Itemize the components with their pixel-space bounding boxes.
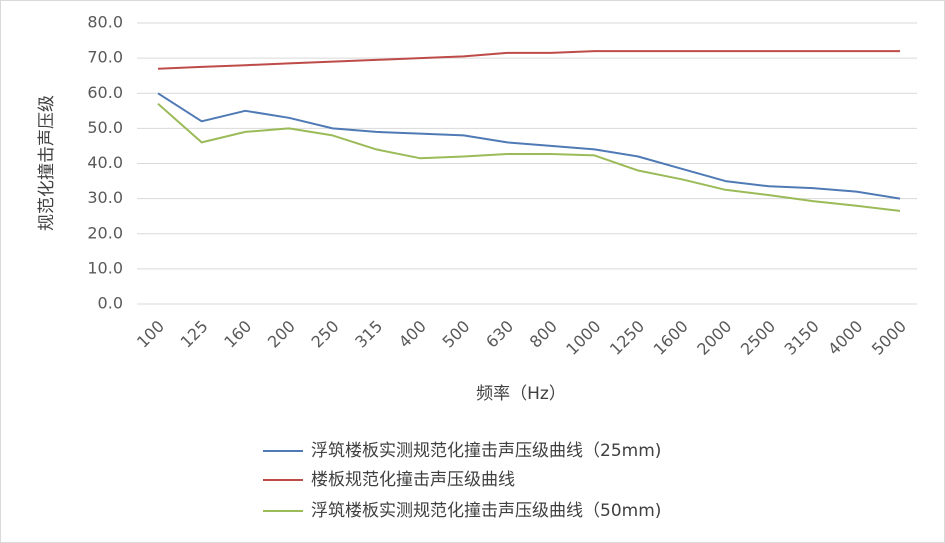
legend-label-2: 浮筑楼板实测规范化撞击声压级曲线（50mm) xyxy=(311,501,661,521)
x-tick-label: 2000 xyxy=(693,317,735,359)
y-tick-label: 10.0 xyxy=(87,258,123,277)
x-tick-label: 1250 xyxy=(606,317,648,359)
series-line-1 xyxy=(157,50,900,70)
x-tick-label: 5000 xyxy=(868,317,910,359)
y-tick-label: 20.0 xyxy=(87,223,123,242)
x-tick-label: 1600 xyxy=(650,317,692,359)
x-tick-label: 2500 xyxy=(737,317,779,359)
legend-label-1: 楼板规范化撞击声压级曲线 xyxy=(311,470,515,490)
legend: 浮筑楼板实测规范化撞击声压级曲线（25mm) 楼板规范化撞击声压级曲线浮筑楼板实测… xyxy=(263,441,661,521)
x-tick-label: 4000 xyxy=(824,317,866,359)
y-axis-ticks: 0.0 10.0 20.0 30.0 40.0 50.0 60.0 70.0 80.0 xyxy=(87,13,123,313)
x-tick-label: 315 xyxy=(351,317,386,352)
y-tick-label: 50.0 xyxy=(87,118,123,137)
x-tick-label: 500 xyxy=(439,317,474,352)
x-tick-label: 1000 xyxy=(562,317,604,359)
x-tick-label: 400 xyxy=(395,317,430,352)
y-tick-label: 30.0 xyxy=(87,188,123,207)
x-tick-label: 800 xyxy=(526,317,561,352)
x-tick-label: 3150 xyxy=(781,317,823,359)
x-tick-label: 630 xyxy=(482,317,517,352)
x-axis-ticks: 100 125 160 200 250 315 400 500 630 800 1000 1250 16… xyxy=(133,317,910,359)
series-line-2 xyxy=(157,103,901,212)
x-tick-label: 250 xyxy=(308,317,343,352)
y-tick-label: 70.0 xyxy=(87,48,123,67)
y-axis-title: 规范化撞击声压级 xyxy=(37,95,57,231)
y-tick-label: 0.0 xyxy=(98,294,123,313)
y-tick-label: 40.0 xyxy=(87,153,123,172)
legend-label-0: 浮筑楼板实测规范化撞击声压级曲线（25mm) xyxy=(311,441,661,461)
x-tick-label: 200 xyxy=(264,317,299,352)
y-tick-label: 80.0 xyxy=(87,13,123,32)
series-line-0 xyxy=(157,92,901,200)
x-tick-label: 125 xyxy=(177,317,212,352)
x-tick-label: 100 xyxy=(133,317,168,352)
series-lines xyxy=(157,50,901,212)
gridlines xyxy=(137,22,917,305)
x-tick-label: 160 xyxy=(220,317,255,352)
x-axis-title: 频率（Hz） xyxy=(476,384,566,404)
y-tick-label: 60.0 xyxy=(87,83,123,102)
